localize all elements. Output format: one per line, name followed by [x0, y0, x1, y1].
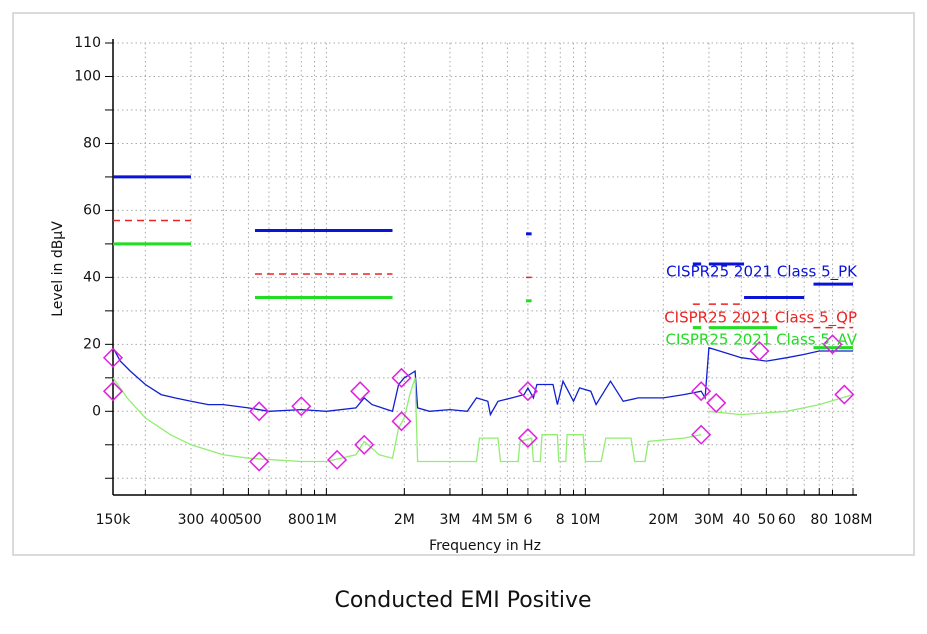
marker [291, 396, 312, 417]
marker [691, 381, 712, 402]
frame [12, 12, 915, 556]
marker [391, 411, 412, 432]
x-tick-label: 2M [394, 512, 415, 528]
marker [391, 367, 412, 388]
x-tick-label: 60 [778, 512, 796, 528]
marker [327, 449, 348, 470]
marker [691, 424, 712, 445]
y-axis-label: Level in dBµV [50, 221, 66, 317]
x-tick-label: 6 [523, 512, 532, 528]
x-axis-label: Frequency in Hz [429, 538, 541, 554]
x-tick-label: 30M [694, 512, 724, 528]
x-tick-label: 20M [648, 512, 678, 528]
x-tick-label: 400 [210, 512, 237, 528]
marker [249, 401, 270, 422]
trace-line [112, 346, 853, 417]
x-tick-label: 4M [472, 512, 493, 528]
marker [517, 381, 538, 402]
marker [706, 392, 727, 413]
y-tick-label: 20 [83, 336, 101, 352]
legend-label: CISPR25 2021 Class 5_QP [664, 309, 857, 328]
marker [354, 434, 375, 455]
x-tick-label: 800 [288, 512, 315, 528]
marker [102, 381, 124, 402]
x-tick-label: 300 [178, 512, 205, 528]
x-tick-label: 80 [810, 512, 828, 528]
marker [102, 347, 124, 368]
legend-label: CISPR25 2021 Class 5_PK [666, 263, 858, 282]
x-tick-label: 500 [235, 512, 262, 528]
x-tick-label: 150k [96, 512, 132, 528]
y-tick-label: 60 [83, 202, 101, 218]
x-tick-label: 50 [757, 512, 775, 528]
x-tick-label: 3M [439, 512, 460, 528]
y-tick-label: 80 [83, 135, 101, 151]
x-tick-label: 10M [570, 512, 600, 528]
marker [517, 428, 538, 449]
y-tick-label: 100 [74, 68, 101, 84]
y-tick-label: 0 [92, 403, 101, 419]
marker [350, 381, 371, 402]
x-tick-label: 1M [316, 512, 337, 528]
legend-label: CISPR25 2021 Class 5_AV [665, 331, 857, 350]
marker [834, 384, 855, 405]
caption: Conducted EMI Positive [334, 588, 591, 613]
trace-line [112, 377, 854, 463]
marker [249, 451, 270, 472]
y-tick-label: 110 [74, 35, 101, 51]
marker [749, 340, 770, 362]
x-tick-label: 8 [556, 512, 565, 528]
x-tick-label: 108M [834, 512, 873, 528]
x-tick-label: 5M [497, 512, 518, 528]
marker [822, 334, 843, 355]
x-tick-label: 40 [732, 512, 750, 528]
y-tick-label: 40 [83, 269, 101, 285]
